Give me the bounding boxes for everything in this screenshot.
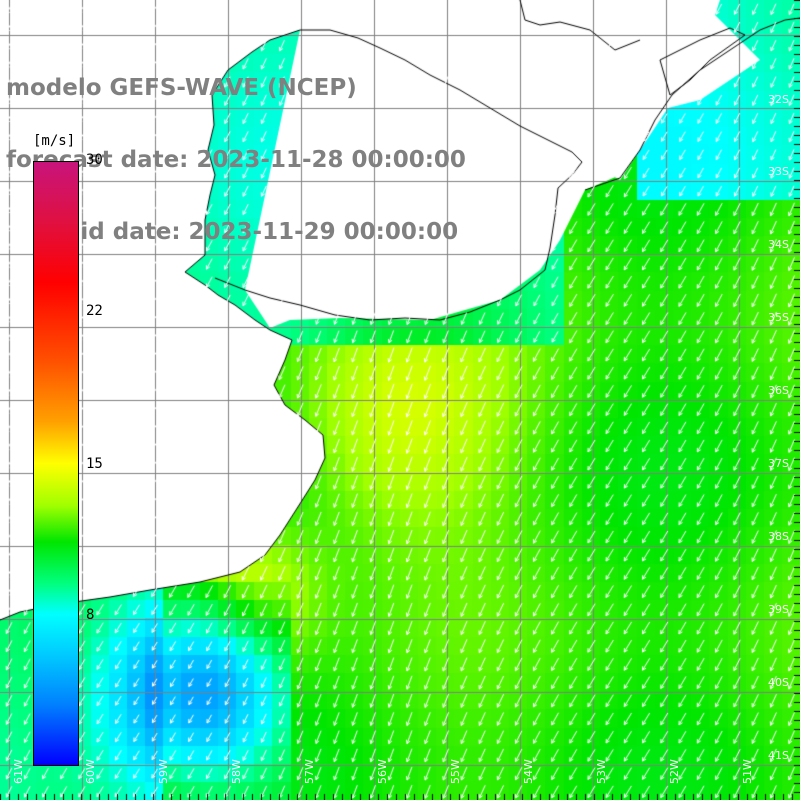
colorbar-units: [m/s] [33, 133, 76, 149]
lon-label: 58W [230, 759, 243, 784]
colorbar-tick-30: 30 [86, 152, 103, 168]
colorbar-tick-8: 8 [86, 607, 95, 623]
lat-label: 32S [768, 93, 789, 106]
lon-label: 59W [157, 759, 170, 784]
colorbar [33, 161, 79, 766]
lon-label: 60W [84, 759, 97, 784]
lon-label: 56W [376, 759, 389, 784]
lon-label: 54W [522, 759, 535, 784]
lat-label: 35S [768, 311, 789, 324]
lat-label: 36S [768, 384, 789, 397]
title-valid-date: valid date: 2023-11-29 00:00:00 [42, 219, 459, 245]
lat-label: 38S [768, 530, 789, 543]
lon-label: 61W [12, 759, 25, 784]
lat-label: 33S [768, 165, 789, 178]
lon-label: 53W [595, 759, 608, 784]
lon-label: 57W [303, 759, 316, 784]
colorbar-tick-15: 15 [86, 456, 103, 472]
lat-label: 41S [768, 749, 789, 762]
title-model: modelo GEFS-WAVE (NCEP) [6, 75, 357, 101]
lon-label: 55W [449, 759, 462, 784]
lat-label: 37S [768, 457, 789, 470]
lon-label: 51W [741, 759, 754, 784]
lat-label: 34S [768, 238, 789, 251]
lat-label: 39S [768, 603, 789, 616]
lon-label: 52W [668, 759, 681, 784]
lat-label: 40S [768, 676, 789, 689]
colorbar-tick-22: 22 [86, 303, 103, 319]
